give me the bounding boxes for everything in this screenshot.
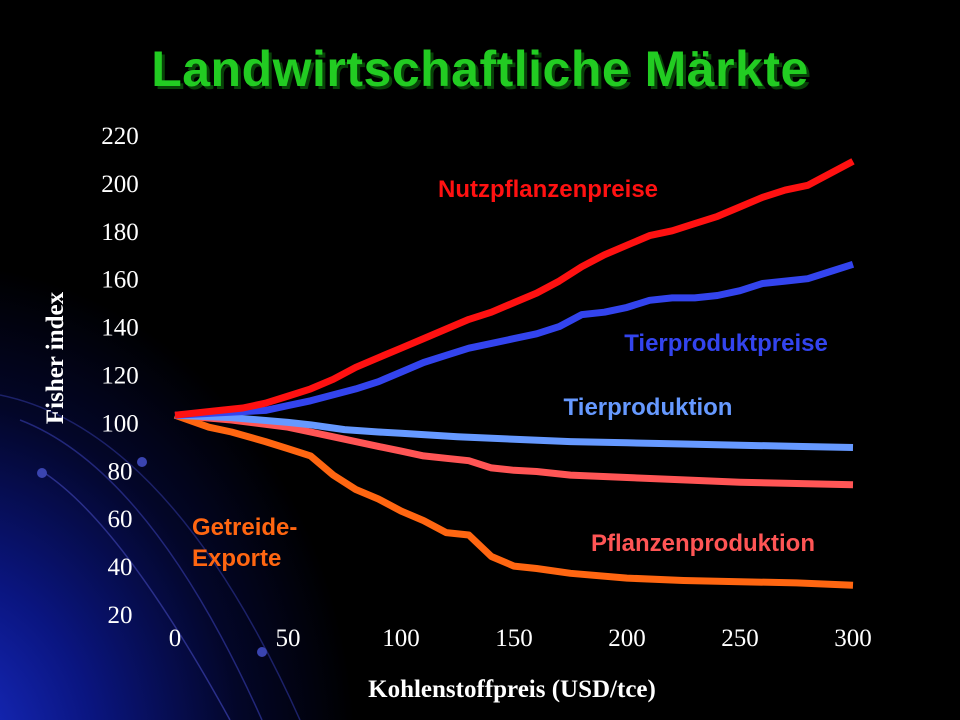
series-annotation: Tierproduktion — [564, 394, 733, 421]
y-tick-label: 140 — [101, 315, 139, 342]
series-annotation: Getreide- — [192, 514, 297, 541]
series-line-getreide-exporte — [173, 411, 854, 589]
x-tick-label: 150 — [495, 625, 533, 652]
y-tick-label: 20 — [108, 602, 133, 629]
x-tick-label: 50 — [276, 625, 301, 652]
x-tick-label: 250 — [721, 625, 759, 652]
y-tick-label: 180 — [101, 219, 139, 246]
series-line-tierproduktpreise — [174, 260, 855, 419]
x-tick-label: 300 — [834, 625, 872, 652]
decor-swoosh — [19, 419, 263, 720]
series-annotation: Pflanzenproduktion — [591, 530, 815, 557]
x-axis-label: Kohlenstoffpreis (USD/tce) — [368, 676, 656, 703]
y-tick-label: 60 — [108, 506, 133, 533]
y-axis-ticks: 20 40 60 80 100 120 140 160 180 200 220 — [101, 123, 139, 629]
y-tick-label: 100 — [101, 410, 139, 437]
y-tick-label: 200 — [101, 171, 139, 198]
background-swooshes — [0, 394, 301, 720]
decor-dot — [37, 468, 47, 478]
decor-dot — [137, 457, 147, 467]
decor-swoosh — [0, 394, 301, 720]
series-line-pflanzenproduktion — [174, 411, 854, 489]
y-tick-label: 120 — [101, 363, 139, 390]
series-annotation: Exporte — [192, 545, 281, 572]
y-tick-label: 160 — [101, 267, 139, 294]
y-tick-label: 80 — [108, 458, 133, 485]
x-tick-label: 200 — [608, 625, 646, 652]
y-tick-label: 40 — [108, 554, 133, 581]
series-line-tierproduktion — [174, 411, 854, 451]
x-axis-ticks: 0 50 100 150 200 250 300 — [169, 625, 872, 652]
series-annotation: Nutzpflanzenpreise — [438, 176, 658, 203]
y-axis-label: Fisher index — [42, 291, 69, 424]
y-tick-label: 220 — [101, 123, 139, 150]
x-tick-label: 0 — [169, 625, 182, 652]
decor-dot — [257, 647, 267, 657]
slide-title: Landwirtschaftliche Märkte — [151, 41, 809, 97]
series-lines — [173, 158, 855, 589]
x-tick-label: 100 — [382, 625, 420, 652]
series-annotations: Nutzpflanzenpreise Tierproduktpreise Tierp… — [192, 176, 828, 572]
series-annotation: Tierproduktpreise — [624, 330, 828, 357]
decor-swoosh — [39, 469, 231, 720]
series-line-nutzpflanzenpreise — [174, 158, 855, 419]
